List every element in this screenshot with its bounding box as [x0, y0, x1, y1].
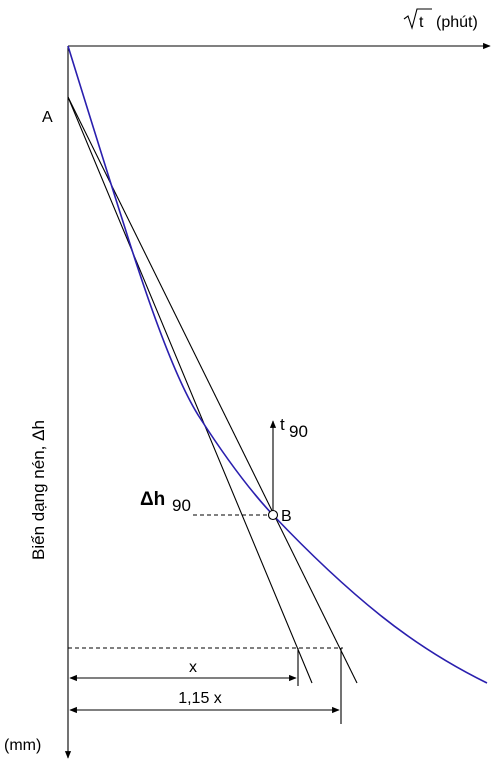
point-a-label: A	[42, 109, 53, 126]
consolidation-curve	[67, 45, 488, 684]
x115-dimension-label: 1,15 x	[178, 690, 222, 707]
t90-label: t 90	[280, 415, 308, 441]
tangent-line	[67, 96, 313, 684]
t90-label-main: t	[280, 415, 285, 434]
point-b-label: B	[281, 508, 292, 525]
t90-label-sub: 90	[289, 422, 308, 441]
dh90-label-sub: 90	[172, 496, 191, 515]
x-dimension-label: x	[189, 659, 197, 676]
x-axis-label-root: t	[419, 14, 424, 31]
sqrt-symbol-icon	[403, 8, 432, 30]
y-axis-label: Biến dạng nén, Δh	[29, 420, 48, 560]
x-axis-label: t (phút)	[403, 8, 478, 31]
x-axis-label-unit: (phút)	[436, 14, 478, 31]
point-b-marker	[267, 509, 279, 521]
secant-line-115x	[67, 96, 358, 684]
y-axis-unit: (mm)	[4, 737, 41, 754]
dh90-label: Δh 90	[140, 489, 191, 515]
dh90-label-main: Δh	[140, 489, 165, 510]
